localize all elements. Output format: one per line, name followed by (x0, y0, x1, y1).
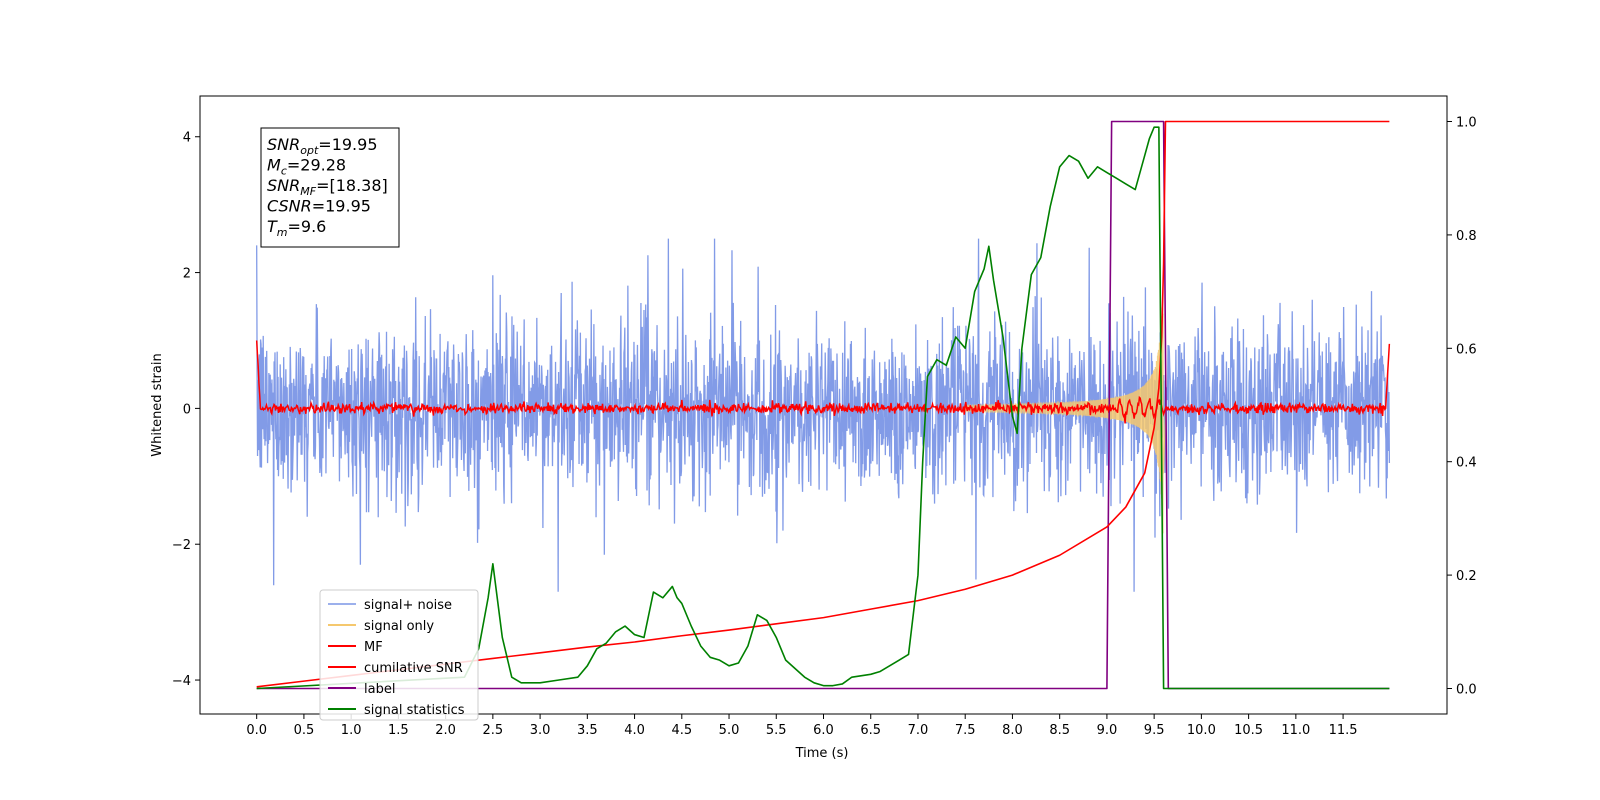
y2-tick-label: 1.0 (1456, 116, 1477, 131)
x-tick-label: 9.5 (1144, 723, 1165, 738)
info-line: SNRMF=[18.38] (267, 176, 388, 198)
legend-label: signal only (364, 619, 434, 634)
legend-label: signal statistics (364, 703, 465, 718)
y-tick-label: 2 (183, 267, 191, 282)
info-line: SNRopt=19.95 (267, 135, 378, 157)
x-tick-label: 6.5 (860, 723, 881, 738)
info-value: =[18.38] (316, 176, 388, 195)
y2-tick-label: 0.0 (1456, 682, 1477, 697)
info-symbol: CSNR (267, 197, 312, 216)
x-tick-label: 10.0 (1187, 723, 1216, 738)
x-tick-label: 1.5 (388, 723, 409, 738)
info-line: Tm=9.6 (267, 217, 326, 239)
info-symbol: M (267, 156, 281, 175)
x-axis: 0.0 0.5 1.0 1.5 2.0 2.5 3.0 3.5 4.0 4.5 5.0 5.5 6.0 6… (246, 714, 1358, 738)
info-value: =29.28 (287, 156, 346, 175)
legend-label: signal+ noise (364, 598, 452, 613)
y-axis-label: Whitened strain (150, 353, 165, 456)
series-mf (255, 340, 1391, 424)
info-symbol: SNR (267, 135, 300, 154)
legend-item: cumilative SNR (328, 661, 463, 676)
y-tick-label: 0 (183, 402, 191, 417)
x-tick-label: 10.5 (1234, 723, 1263, 738)
x-tick-label: 7.0 (908, 723, 929, 738)
y2-tick-label: 0.6 (1456, 342, 1477, 357)
x-tick-label: 4.5 (671, 723, 692, 738)
y2-tick-label: 0.8 (1456, 229, 1477, 244)
info-symbol: T (267, 217, 278, 236)
y-tick-label: −2 (172, 538, 191, 553)
legend-label: label (364, 682, 395, 697)
legend-item: MF (328, 640, 383, 655)
info-line: CSNR=19.95 (267, 197, 371, 216)
info-subscript: opt (300, 144, 319, 157)
info-line: Mc=29.28 (267, 156, 346, 178)
legend-label: MF (364, 640, 383, 655)
info-subscript: c (281, 165, 287, 178)
x-tick-label: 0.0 (246, 723, 267, 738)
legend: signal+ noise signal only MF cumilative SNR… (319, 589, 479, 721)
y-tick-label: −4 (172, 674, 191, 689)
x-axis-label: Time (s) (795, 746, 849, 761)
x-tick-label: 8.0 (1002, 723, 1023, 738)
x-tick-label: 4.0 (624, 723, 645, 738)
info-symbol: SNR (267, 176, 300, 195)
legend-item: signal statistics (328, 703, 465, 718)
info-value: =19.95 (318, 135, 377, 154)
y-axis-right: 0.0 0.2 0.4 0.6 0.8 1.0 (1447, 116, 1477, 697)
legend-label: cumilative SNR (364, 661, 463, 676)
x-tick-label: 6.0 (813, 723, 834, 738)
info-subscript: m (277, 226, 288, 239)
x-tick-label: 8.5 (1049, 723, 1070, 738)
x-tick-label: 5.0 (719, 723, 740, 738)
x-tick-label: 3.5 (577, 723, 598, 738)
x-tick-label: 11.0 (1281, 723, 1310, 738)
legend-frame (319, 589, 479, 721)
x-tick-label: 1.0 (341, 723, 362, 738)
legend-item: signal only (328, 619, 434, 634)
x-tick-label: 2.0 (435, 723, 456, 738)
y2-tick-label: 0.4 (1456, 456, 1477, 471)
info-value: =9.6 (288, 217, 327, 236)
y-axis-left: −4 −2 0 2 4 (172, 131, 200, 689)
x-tick-label: 7.5 (955, 723, 976, 738)
x-tick-label: 9.0 (1097, 723, 1118, 738)
x-tick-label: 11.5 (1329, 723, 1358, 738)
info-subscript: MF (300, 185, 316, 198)
legend-item: signal+ noise (328, 598, 452, 613)
series-signal-statistics (256, 126, 1390, 690)
y-tick-label: 4 (183, 131, 191, 146)
x-tick-label: 3.0 (530, 723, 551, 738)
x-tick-label: 0.5 (294, 723, 315, 738)
info-box: SNRopt=19.95Mc=29.28SNRMF=[18.38]CSNR=19… (260, 127, 400, 248)
legend-item: label (328, 682, 395, 697)
y2-tick-label: 0.2 (1456, 569, 1477, 584)
info-box-frame (260, 127, 400, 248)
x-tick-label: 5.5 (766, 723, 787, 738)
info-value: =19.95 (312, 197, 371, 216)
x-tick-label: 2.5 (483, 723, 504, 738)
